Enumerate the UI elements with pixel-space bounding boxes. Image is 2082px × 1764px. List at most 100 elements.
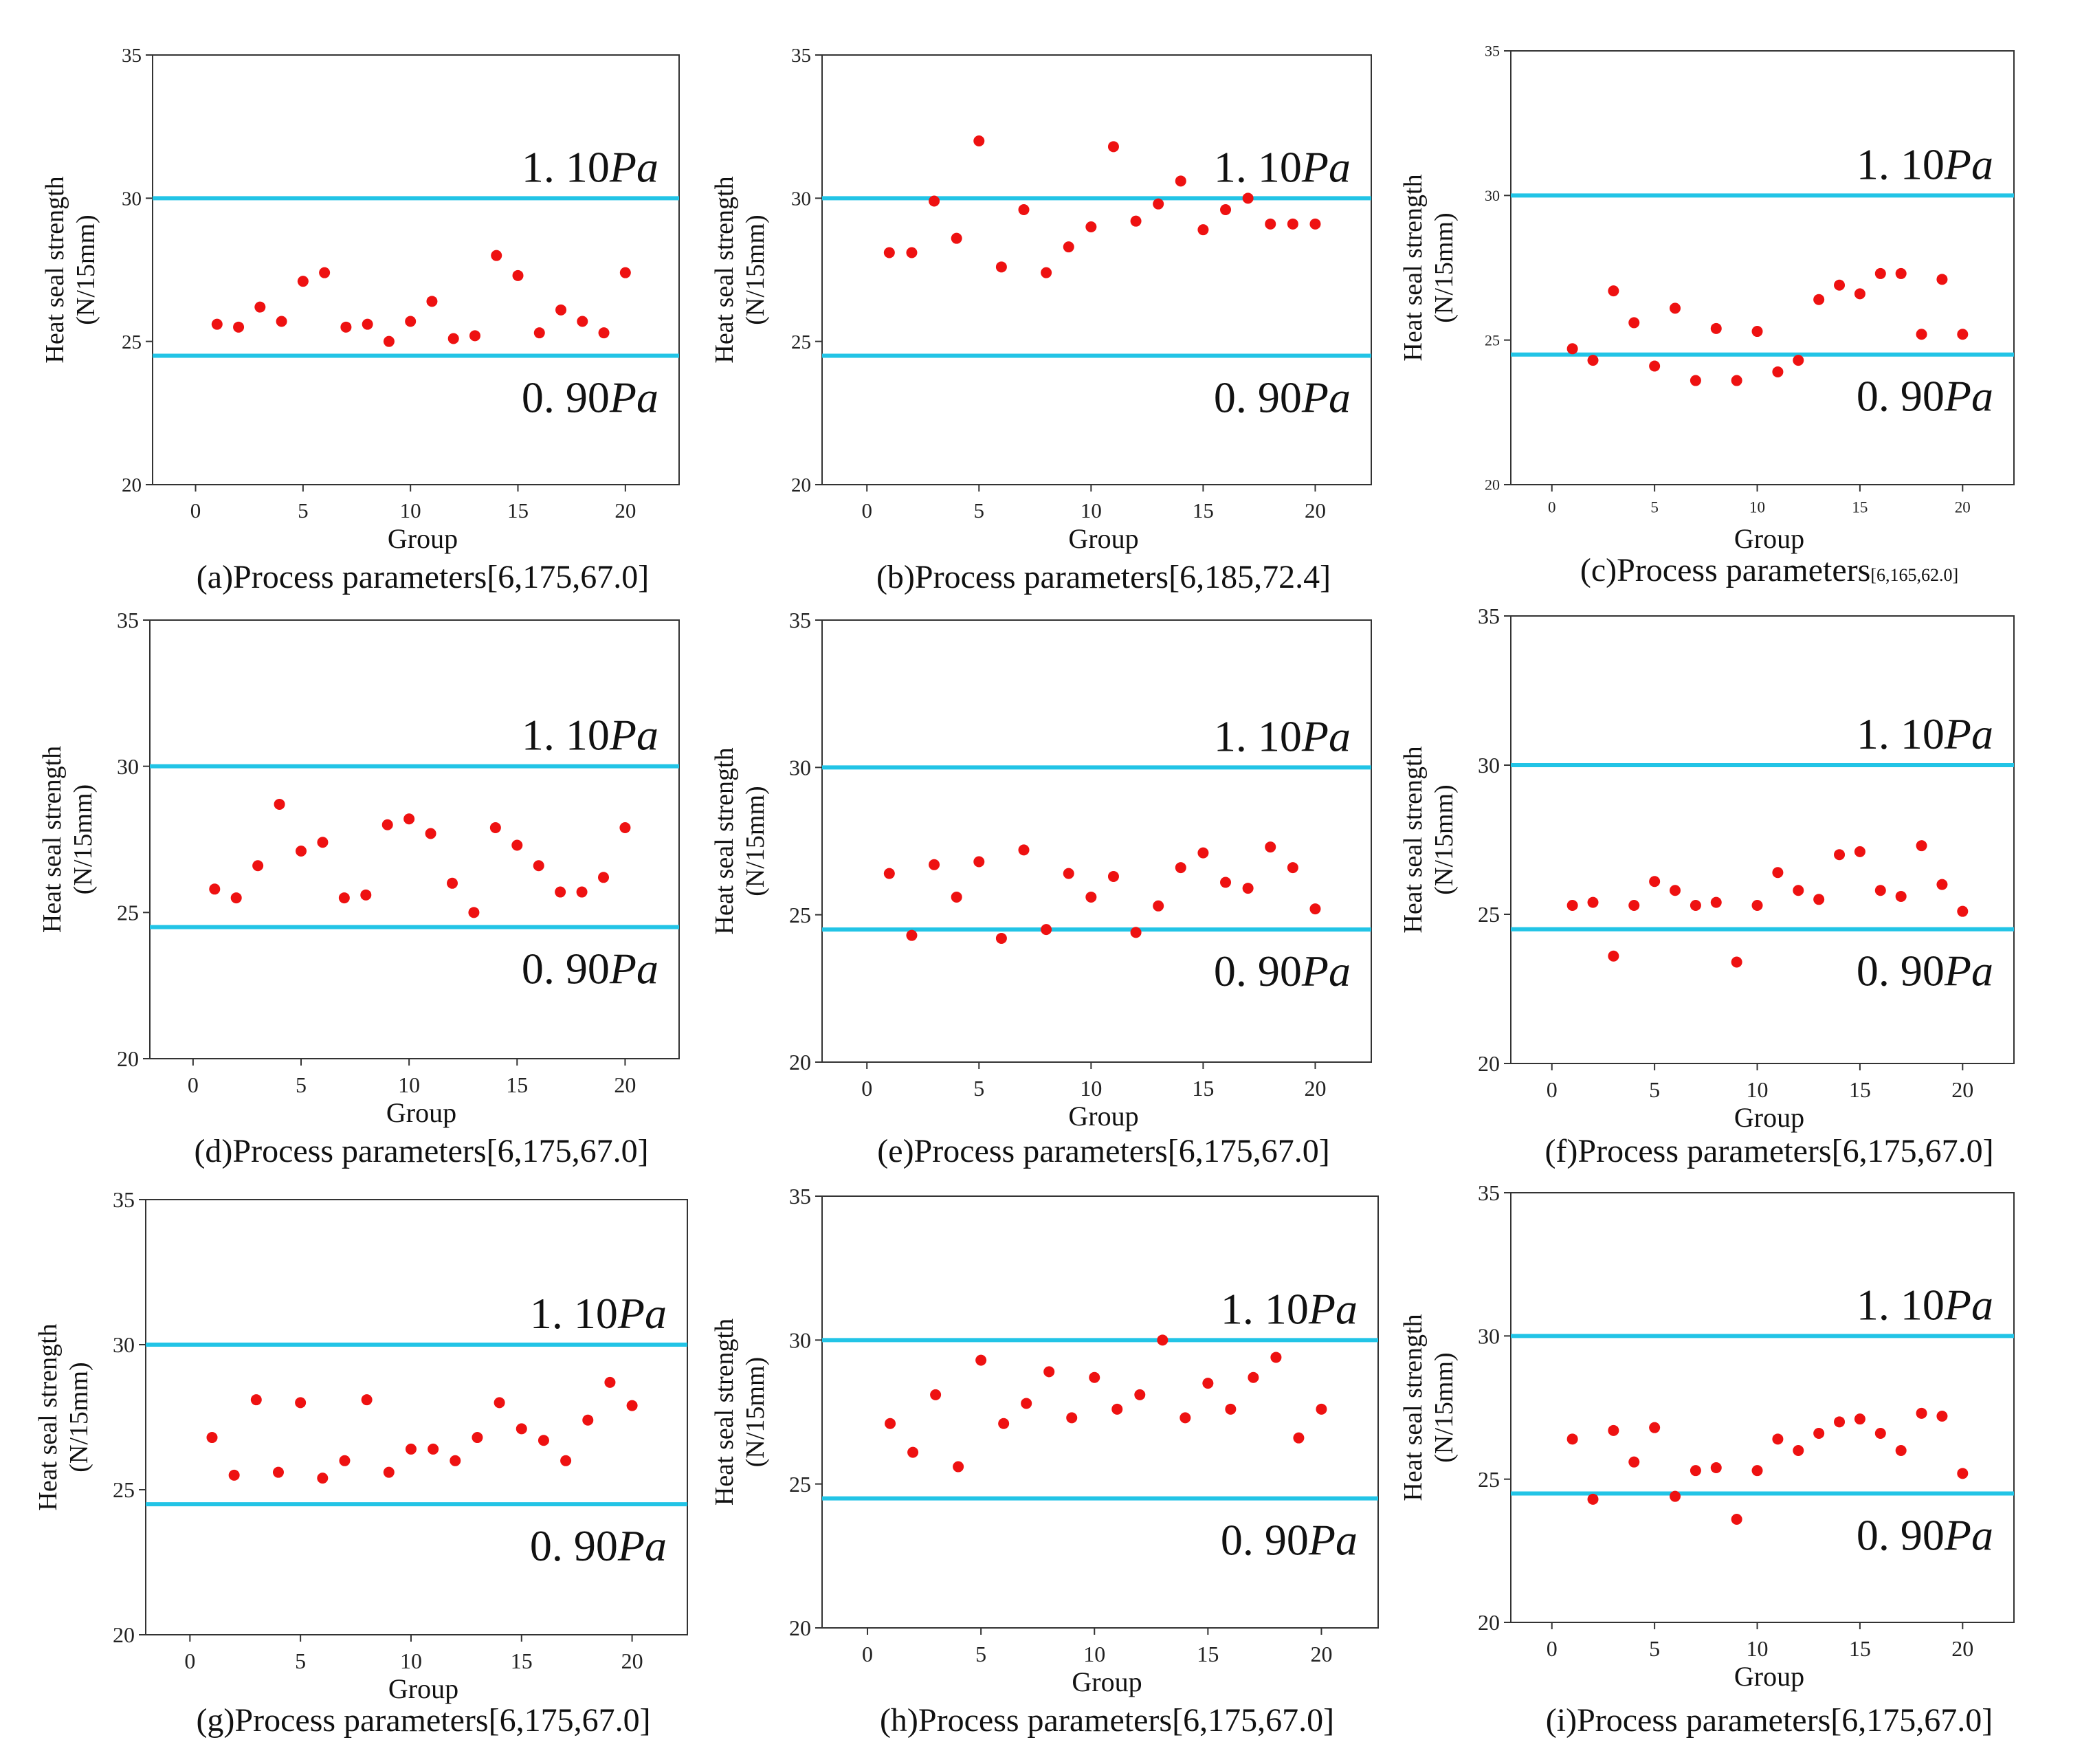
data-point xyxy=(555,886,566,898)
data-point xyxy=(1793,355,1804,366)
data-point xyxy=(1270,1352,1282,1363)
y-axis-title: Heat seal strength xyxy=(41,176,69,363)
data-point xyxy=(1287,862,1298,874)
data-point xyxy=(1130,927,1142,938)
y-tick-label: 30 xyxy=(789,1328,811,1353)
x-tick-label: 10 xyxy=(400,1649,422,1673)
x-tick-label: 5 xyxy=(973,1076,984,1101)
y-axis-title: Heat seal strength xyxy=(38,746,67,933)
x-tick-label: 15 xyxy=(1849,1077,1871,1102)
data-point xyxy=(1710,896,1722,908)
y-axis-unit: (N/15mm) xyxy=(741,214,770,324)
plot-frame xyxy=(152,54,680,485)
data-point xyxy=(1587,896,1599,908)
y-tick-label: 25 xyxy=(122,331,142,353)
y-tick-label: 20 xyxy=(789,1616,811,1640)
data-point xyxy=(951,891,962,903)
data-point xyxy=(576,886,588,898)
data-point xyxy=(1936,274,1948,285)
data-point xyxy=(1566,899,1578,911)
data-point xyxy=(1608,950,1619,962)
y-tick-label: 20 xyxy=(1478,1610,1500,1635)
data-point xyxy=(1751,326,1763,338)
y-tick-label: 30 xyxy=(1478,753,1500,778)
data-point xyxy=(1063,868,1074,879)
y-tick-label: 35 xyxy=(113,1187,135,1212)
upper-limit-label: 1. 10Pa xyxy=(1857,1280,1993,1329)
data-point xyxy=(906,929,918,941)
y-tick-label: 25 xyxy=(1478,1467,1500,1492)
data-point xyxy=(1066,1412,1078,1424)
data-point xyxy=(1813,1428,1825,1439)
y-axis-unit: (N/15mm) xyxy=(69,784,98,894)
data-point xyxy=(1175,862,1186,874)
data-point xyxy=(1916,329,1927,340)
data-point xyxy=(338,892,350,904)
data-point xyxy=(1916,1407,1927,1419)
panel-caption: (g)Process parameters[6,175,67.0] xyxy=(196,1702,650,1739)
data-point xyxy=(491,250,502,261)
data-point xyxy=(1772,867,1784,879)
y-tick-label: 35 xyxy=(1478,1180,1500,1205)
data-point xyxy=(951,232,962,244)
lower-limit-label: 0. 90Pa xyxy=(1857,947,1993,995)
data-point xyxy=(296,846,307,857)
plot-frame xyxy=(145,1199,688,1635)
panel-caption: (i)Process parameters[6,175,67.0] xyxy=(1546,1702,1993,1739)
x-tick-label: 20 xyxy=(614,1072,636,1097)
data-point xyxy=(1587,1493,1599,1505)
data-point xyxy=(1309,903,1321,915)
y-tick-label: 35 xyxy=(117,608,139,632)
data-point xyxy=(1649,360,1661,372)
panel-caption: (b)Process parameters[6,185,72.4] xyxy=(876,559,1331,595)
x-tick-label: 10 xyxy=(1749,499,1765,516)
chart-panel-d: 20 25 30 35 0 5 10 15 20 1. 10Pa 0. 90Pa Heat seal … xyxy=(38,608,680,1169)
lower-limit-label: 0. 90Pa xyxy=(1214,373,1351,422)
data-point xyxy=(1248,1371,1259,1383)
data-point xyxy=(1085,891,1097,903)
data-point xyxy=(317,837,329,848)
data-point xyxy=(533,327,545,339)
data-point xyxy=(1111,1403,1123,1415)
x-axis-title: Group xyxy=(388,523,458,554)
plot-frame xyxy=(821,619,1372,1063)
y-axis-unit: (N/15mm) xyxy=(741,1357,770,1467)
data-point xyxy=(516,1423,527,1435)
data-point xyxy=(1936,1411,1948,1422)
data-point xyxy=(1751,1465,1763,1477)
y-tick-label: 25 xyxy=(113,1477,135,1502)
data-point xyxy=(1587,355,1599,366)
data-point xyxy=(1220,877,1232,888)
data-point xyxy=(1854,288,1865,300)
data-point xyxy=(469,330,480,342)
x-tick-label: 10 xyxy=(1747,1636,1769,1661)
data-point xyxy=(995,932,1007,944)
upper-limit-label: 1. 10Pa xyxy=(1221,1284,1358,1333)
data-point xyxy=(907,1446,919,1458)
data-point xyxy=(598,327,610,339)
data-point xyxy=(1608,285,1619,297)
y-tick-label: 20 xyxy=(117,1046,139,1071)
data-point xyxy=(272,1466,284,1478)
data-point xyxy=(1566,343,1578,355)
y-axis-title: Heat seal strength xyxy=(710,1319,739,1506)
data-point xyxy=(1874,267,1886,279)
data-point xyxy=(998,1418,1010,1429)
y-axis-unit: (N/15mm) xyxy=(741,786,770,896)
data-point xyxy=(1895,267,1907,279)
data-point xyxy=(276,316,287,327)
plot-frame xyxy=(149,619,680,1059)
data-point xyxy=(1293,1432,1305,1444)
data-point xyxy=(1628,317,1640,329)
x-axis-title: Group xyxy=(386,1097,456,1128)
data-point xyxy=(973,856,985,868)
data-point xyxy=(1242,883,1254,894)
plot-frame xyxy=(1510,1192,2015,1623)
y-tick-label: 25 xyxy=(1478,902,1500,927)
upper-limit-label: 1. 10Pa xyxy=(1857,709,1993,758)
y-tick-label: 25 xyxy=(791,331,811,353)
lower-limit-label: 0. 90Pa xyxy=(522,945,658,993)
data-point xyxy=(381,819,393,830)
data-point xyxy=(1089,1371,1100,1383)
y-tick-label: 20 xyxy=(791,474,811,496)
